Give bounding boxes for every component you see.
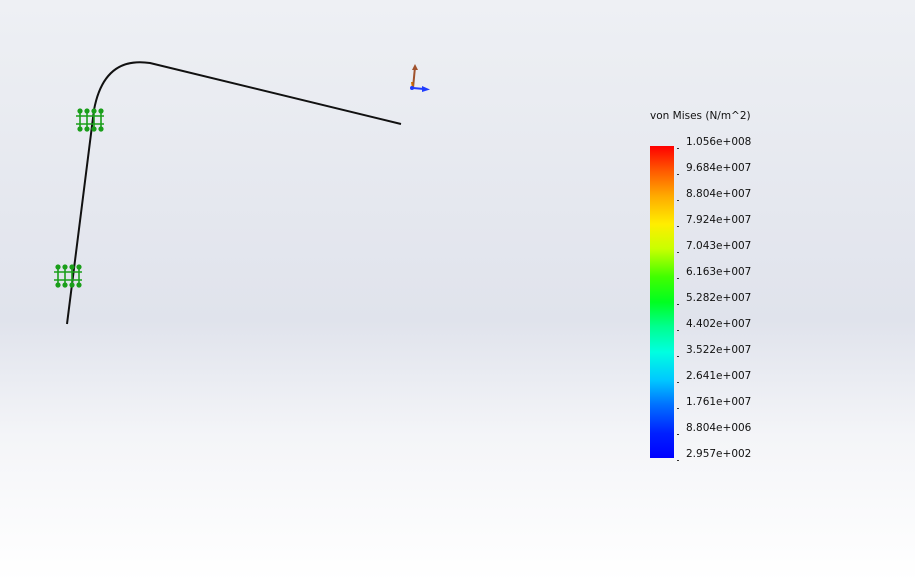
legend-value-label: 7.043e+007 bbox=[686, 240, 752, 252]
triad-x-arrowhead bbox=[422, 86, 430, 92]
fixed-geometry-icon[interactable] bbox=[76, 108, 104, 132]
legend-tick bbox=[677, 330, 679, 331]
triad-origin bbox=[410, 86, 414, 90]
legend-tick bbox=[677, 200, 679, 201]
legend-color-bar bbox=[650, 146, 674, 458]
legend-title: von Mises (N/m^2) bbox=[650, 110, 751, 122]
legend-value-label: 9.684e+007 bbox=[686, 162, 752, 174]
legend-tick bbox=[677, 278, 679, 279]
legend-tick bbox=[677, 252, 679, 253]
legend-value-label: 8.804e+007 bbox=[686, 188, 752, 200]
legend-value-label: 1.056e+008 bbox=[686, 136, 752, 148]
stress-legend[interactable]: von Mises (N/m^2) 1.056e+008 9.684e+007 8.… bbox=[648, 108, 768, 468]
legend-tick bbox=[677, 408, 679, 409]
legend-value-label: 7.924e+007 bbox=[686, 214, 752, 226]
legend-value-label: 4.402e+007 bbox=[686, 318, 752, 330]
legend-tick bbox=[677, 356, 679, 357]
legend-value-label: 2.957e+002 bbox=[686, 448, 752, 460]
legend-value-label: 5.282e+007 bbox=[686, 292, 752, 304]
legend-value-label: 3.522e+007 bbox=[686, 344, 752, 356]
legend-value-label: 2.641e+007 bbox=[686, 370, 752, 382]
legend-tick bbox=[677, 460, 679, 461]
legend-value-label: 6.163e+007 bbox=[686, 266, 752, 278]
legend-value-label: 1.761e+007 bbox=[686, 396, 752, 408]
legend-value-label: 8.804e+006 bbox=[686, 422, 752, 434]
legend-tick bbox=[677, 304, 679, 305]
legend-tick bbox=[677, 226, 679, 227]
reference-triad-icon bbox=[410, 64, 430, 92]
fixed-geometry-icon[interactable] bbox=[54, 264, 82, 288]
legend-tick bbox=[677, 174, 679, 175]
legend-tick bbox=[677, 434, 679, 435]
legend-tick bbox=[677, 382, 679, 383]
beam-centerline[interactable] bbox=[66, 61, 402, 325]
legend-tick bbox=[677, 148, 679, 149]
triad-y-arrowhead bbox=[412, 64, 418, 70]
